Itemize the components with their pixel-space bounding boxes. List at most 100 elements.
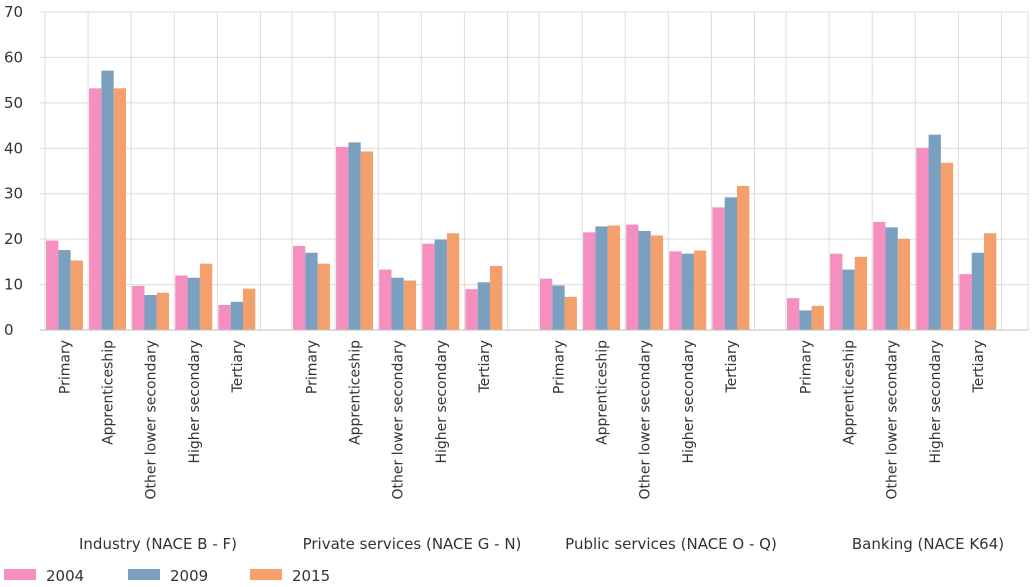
category-label: Apprenticeship bbox=[842, 340, 858, 445]
category-label: Other lower secondary bbox=[391, 340, 407, 499]
bar-2015-g2-c0 bbox=[564, 296, 577, 330]
bar-2004-g0-c2 bbox=[132, 285, 145, 330]
bar-2015-g3-c1 bbox=[854, 256, 867, 330]
bar-2004-g0-c4 bbox=[218, 305, 231, 330]
bars bbox=[46, 70, 997, 331]
bar-2009-g2-c2 bbox=[638, 230, 651, 330]
bar-2009-g0-c1 bbox=[101, 70, 114, 331]
y-axis: 0 10 20 30 40 50 60 70 bbox=[4, 3, 23, 339]
bar-2015-g0-c3 bbox=[199, 263, 213, 330]
bar-2004-g2-c4 bbox=[712, 207, 725, 330]
bar-2009-g2-c0 bbox=[552, 285, 565, 330]
bar-2015-g0-c1 bbox=[113, 88, 126, 330]
bar-2015-g2-c4 bbox=[737, 185, 750, 330]
category-label: Higher secondary bbox=[681, 340, 697, 464]
category-label: Apprenticeship bbox=[348, 340, 364, 445]
bar-2009-g0-c4 bbox=[230, 301, 243, 330]
bar-2015-g3-c3 bbox=[940, 162, 954, 330]
group-label: Banking (NACE K64) bbox=[852, 535, 1004, 553]
bar-2004-g2-c1 bbox=[583, 232, 596, 330]
bar-2015-g1-c2 bbox=[403, 280, 417, 330]
category-label: Primary bbox=[798, 340, 814, 394]
bar-2009-g3-c4 bbox=[971, 252, 984, 330]
bar-2004-g1-c3 bbox=[422, 243, 435, 330]
bar-2009-g1-c4 bbox=[477, 282, 490, 330]
bar-2004-g1-c0 bbox=[293, 245, 306, 330]
y-tick-label: 10 bbox=[4, 276, 23, 294]
legend-label: 2009 bbox=[170, 567, 208, 585]
legend-swatch-2009 bbox=[128, 569, 160, 580]
gridlines bbox=[40, 11, 1029, 331]
y-tick-label: 20 bbox=[4, 230, 23, 248]
category-label: Primary bbox=[304, 340, 320, 394]
category-label: Higher secondary bbox=[928, 340, 944, 464]
y-tick-label: 30 bbox=[4, 185, 23, 203]
category-label: Other lower secondary bbox=[638, 340, 654, 499]
bar-2004-g0-c3 bbox=[175, 275, 188, 330]
bar-2004-g3-c4 bbox=[959, 274, 972, 330]
x-axis: Primary Apprenticeship Other lower seconda… bbox=[40, 329, 1028, 553]
bar-2009-g3-c1 bbox=[842, 269, 855, 330]
bar-2004-g3-c1 bbox=[830, 253, 843, 330]
category-label: Tertiary bbox=[724, 340, 740, 394]
bar-2009-g1-c2 bbox=[391, 277, 404, 330]
bar-2015-g0-c0 bbox=[70, 260, 83, 330]
bar-2009-g3-c3 bbox=[928, 134, 941, 330]
bar-2004-g3-c0 bbox=[787, 298, 800, 330]
category-label: Primary bbox=[551, 340, 567, 394]
category-label: Higher secondary bbox=[187, 340, 203, 464]
legend-label: 2004 bbox=[46, 567, 84, 585]
bar-2009-g3-c2 bbox=[885, 227, 898, 330]
bar-2015-g1-c4 bbox=[490, 265, 503, 330]
y-tick-label: 40 bbox=[4, 139, 23, 157]
bar-2009-g2-c1 bbox=[595, 226, 608, 330]
bar-2009-g0-c3 bbox=[187, 277, 200, 330]
group-label: Public services (NACE O - Q) bbox=[565, 535, 777, 553]
legend-swatch-2004 bbox=[4, 569, 36, 580]
y-tick-label: 70 bbox=[4, 3, 23, 21]
category-label: Higher secondary bbox=[434, 340, 450, 464]
bar-2015-g3-c0 bbox=[811, 305, 824, 330]
legend-label: 2015 bbox=[292, 567, 330, 585]
group-label: Industry (NACE B - F) bbox=[79, 535, 237, 553]
bar-2015-g0-c4 bbox=[243, 288, 256, 330]
legend: 2004 2009 2015 bbox=[4, 567, 330, 585]
bar-2015-g1-c3 bbox=[446, 233, 460, 330]
bar-2015-g1-c0 bbox=[317, 263, 330, 330]
y-tick-label: 0 bbox=[4, 321, 14, 339]
bar-2009-g0-c0 bbox=[58, 250, 71, 330]
category-label: Tertiary bbox=[971, 340, 987, 394]
bar-2015-g3-c2 bbox=[897, 238, 911, 330]
bar-2004-g2-c3 bbox=[669, 251, 682, 330]
bar-2015-g2-c2 bbox=[650, 235, 664, 330]
category-label: Apprenticeship bbox=[595, 340, 611, 445]
bar-2004-g2-c0 bbox=[540, 278, 553, 330]
bar-2015-g2-c1 bbox=[607, 225, 620, 330]
bar-2004-g1-c4 bbox=[465, 289, 478, 330]
group-label: Private services (NACE G - N) bbox=[303, 535, 522, 553]
bar-2015-g2-c3 bbox=[693, 250, 707, 330]
bar-2004-g2-c2 bbox=[626, 224, 639, 330]
bar-2009-g1-c3 bbox=[434, 239, 447, 330]
bar-2015-g1-c1 bbox=[360, 151, 373, 330]
bar-2009-g1-c1 bbox=[348, 142, 361, 330]
bar-2015-g0-c2 bbox=[156, 292, 170, 330]
category-label: Other lower secondary bbox=[885, 340, 901, 499]
category-label: Other lower secondary bbox=[144, 340, 160, 499]
bar-2004-g3-c2 bbox=[873, 221, 886, 330]
category-label: Apprenticeship bbox=[101, 340, 117, 445]
legend-swatch-2015 bbox=[250, 569, 282, 580]
bar-2015-g3-c4 bbox=[984, 233, 997, 330]
category-label: Tertiary bbox=[230, 340, 246, 394]
bar-2004-g1-c1 bbox=[336, 146, 349, 330]
y-tick-label: 60 bbox=[4, 48, 23, 66]
bar-2004-g0-c1 bbox=[89, 88, 102, 330]
bar-2009-g3-c0 bbox=[799, 310, 812, 330]
category-label: Primary bbox=[57, 340, 73, 394]
category-label: Tertiary bbox=[477, 340, 493, 394]
bar-2004-g3-c3 bbox=[916, 147, 929, 330]
bar-2009-g1-c0 bbox=[305, 252, 318, 330]
bar-2009-g0-c2 bbox=[144, 295, 157, 330]
bar-2009-g2-c4 bbox=[724, 197, 737, 330]
